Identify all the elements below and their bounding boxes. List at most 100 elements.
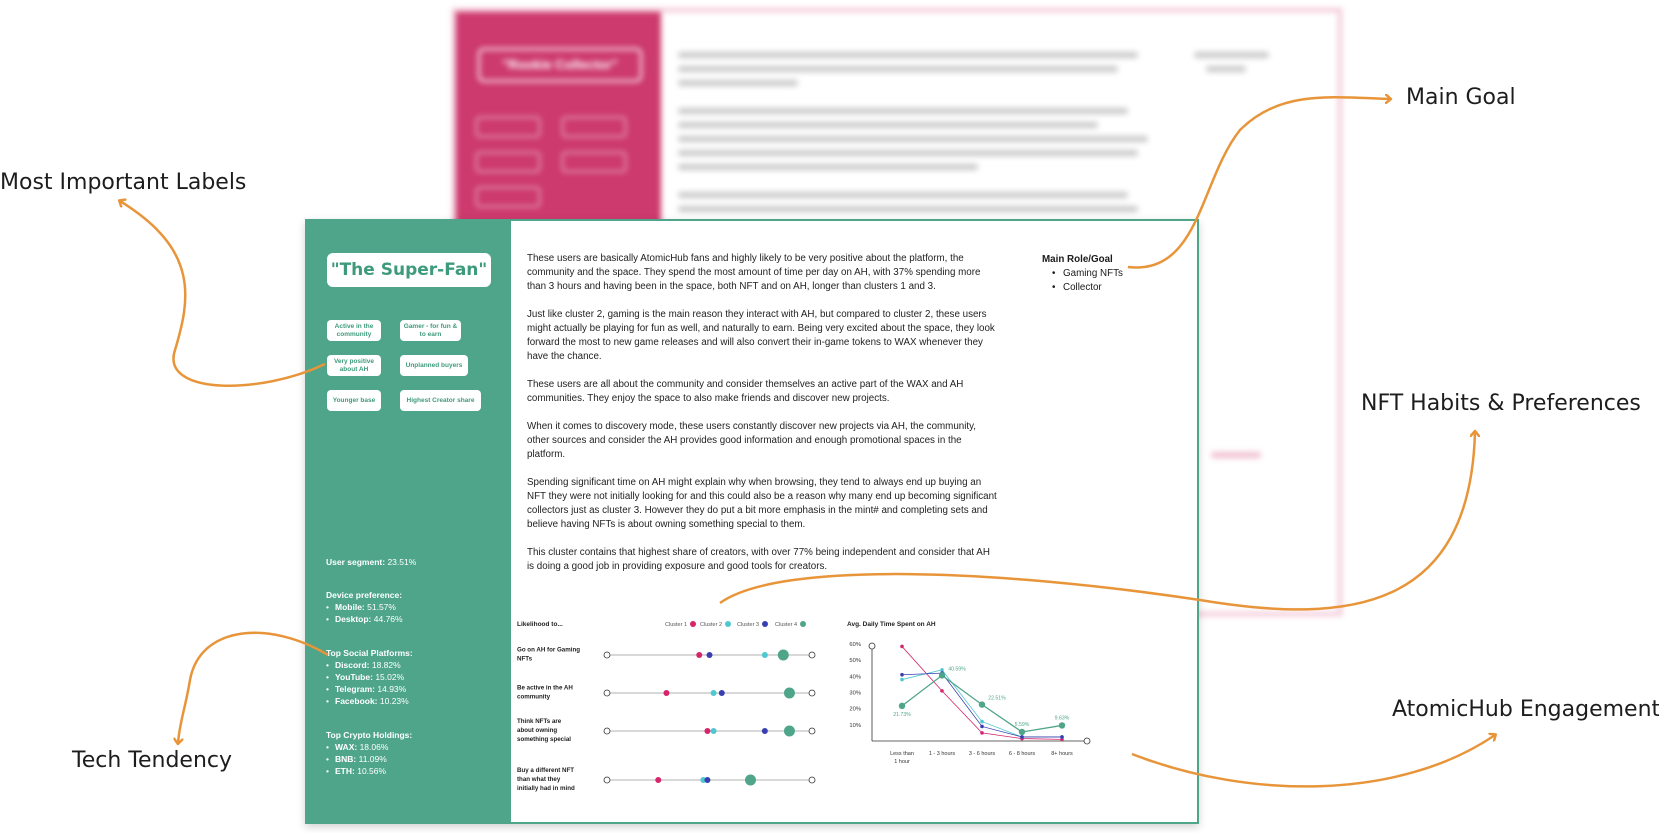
likelihood-dot [783, 687, 795, 699]
likelihood-dot [706, 652, 713, 658]
likelihood-endpoint [603, 727, 611, 735]
x-tick-label: 1 hour [894, 759, 910, 765]
crypto-item: WAX: 18.06% [326, 741, 412, 753]
crypto-value: 11.09% [358, 754, 387, 764]
crypto-value: 18.06% [359, 742, 389, 752]
data-label: 22.51% [988, 696, 1006, 702]
device-value: 51.57% [367, 602, 396, 612]
x-tick-label: 8+ hours [1051, 751, 1073, 757]
description-paragraph: This cluster contains that highest share… [527, 547, 990, 572]
series-point [980, 724, 984, 729]
device-name: Desktop: [335, 614, 372, 624]
likelihood-category-label: about owning [517, 727, 557, 734]
background-title: "Rookie Collector" [478, 48, 642, 82]
likelihood-dot [663, 690, 670, 696]
background-text-line [678, 136, 1148, 142]
series-point [940, 689, 944, 693]
legend-label: Cluster 3 [737, 622, 759, 628]
main-role-goal: Main Role/Goal Gaming NFTs Collector [1042, 253, 1123, 295]
likelihood-dot [783, 725, 795, 737]
likelihood-category-label: Go on AH for Gaming [517, 647, 580, 654]
y-tick-label: 60% [849, 642, 861, 648]
legend-label: Cluster 1 [665, 622, 687, 628]
likelihood-dot [761, 652, 768, 658]
social-name: YouTube: [335, 672, 373, 682]
axis-endpoint [1083, 737, 1091, 745]
main-role-title: Main Role/Goal [1042, 254, 1113, 265]
likelihood-category-label: than what they [517, 776, 561, 783]
crypto-holdings: Top Crypto Holdings: WAX: 18.06% BNB: 11… [326, 729, 412, 777]
likelihood-category-label: something special [517, 736, 571, 743]
likelihood-dot [710, 728, 717, 734]
annotation-atomichub-engagement: AtomicHub Engagement [1392, 697, 1659, 722]
legend-label: Cluster 2 [700, 622, 722, 628]
description-paragraph: Just like cluster 2, gaming is the main … [527, 309, 995, 362]
likelihood-category-label: Buy a different NFT [517, 767, 574, 774]
background-text-line [1206, 66, 1246, 72]
device-item: Desktop: 44.76% [326, 613, 403, 625]
background-text-line [678, 108, 1128, 114]
background-text-line [1211, 452, 1261, 458]
data-label: 21.73% [893, 712, 911, 718]
data-label: 5.59% [1015, 722, 1030, 728]
social-value: 15.02% [375, 672, 405, 682]
legend-dot [690, 621, 696, 627]
likelihood-dot [745, 774, 756, 786]
crypto-item: ETH: 10.56% [326, 765, 412, 777]
likelihood-category-label: community [517, 694, 551, 701]
social-item: YouTube: 15.02% [326, 671, 413, 683]
legend-label: Cluster 4 [775, 622, 797, 628]
axis-endpoint [868, 642, 876, 650]
annotation-tech-tendency: Tech Tendency [72, 748, 233, 773]
likelihood-category-label: Be active in the AH [517, 685, 573, 692]
background-tag [476, 152, 540, 172]
likelihood-endpoint [808, 689, 816, 697]
tag-highest-creator: Highest Creator share [400, 390, 481, 411]
tag-gamer: Gamer - for fun & to earn [400, 320, 461, 341]
background-text-line [678, 192, 1128, 198]
x-tick-label: 1 - 3 hours [929, 751, 956, 757]
background-tag [476, 187, 540, 207]
likelihood-endpoint [808, 727, 816, 735]
data-label: 9.63% [1055, 715, 1070, 721]
social-item: Telegram: 14.93% [326, 683, 413, 695]
likelihood-dot [696, 652, 703, 658]
social-item: Discord: 18.82% [326, 659, 413, 671]
crypto-holdings-label: Top Crypto Holdings: [326, 730, 413, 740]
arrow-most-important-labels [120, 201, 326, 387]
series-point [938, 672, 946, 679]
description-paragraph: These users are basically AtomicHub fans… [527, 253, 981, 292]
likelihood-endpoint [603, 651, 611, 659]
likelihood-dot [655, 777, 662, 783]
likelihood-chart: Likelihood to... Cluster 1 Cluster 2 Cluste… [517, 621, 816, 792]
persona-title: "The Super-Fan" [327, 253, 491, 287]
likelihood-category-label: initially had in mind [517, 785, 575, 792]
background-text-line [1194, 52, 1269, 58]
background-tag [562, 117, 626, 137]
main-role-item: Gaming NFTs [1042, 267, 1123, 281]
crypto-name: WAX: [335, 742, 358, 752]
likelihood-endpoint [603, 776, 611, 784]
background-text-line [678, 52, 1138, 58]
series-point [980, 719, 984, 724]
social-name: Facebook: [335, 696, 378, 706]
device-name: Mobile: [335, 602, 365, 612]
likelihood-dot [761, 728, 768, 734]
likelihood-dot [777, 649, 789, 661]
series-point [900, 644, 904, 649]
device-preference-label: Device preference: [326, 590, 403, 600]
series-point [978, 701, 986, 708]
series-point [900, 672, 904, 677]
series-point [1060, 735, 1064, 739]
series-point [900, 677, 904, 682]
x-tick-label: 6 - 8 hours [1009, 751, 1036, 757]
social-value: 10.23% [379, 696, 409, 706]
y-tick-label: 50% [849, 658, 861, 664]
description-paragraph: When it comes to discovery mode, these u… [527, 421, 977, 460]
likelihood-dot [718, 690, 725, 696]
social-platforms-label: Top Social Platforms: [326, 648, 413, 658]
crypto-value: 10.56% [357, 766, 387, 776]
persona-card: "The Super-Fan" Active in the community … [305, 219, 1199, 824]
series-point [1020, 735, 1024, 739]
social-item: Facebook: 10.23% [326, 695, 413, 707]
